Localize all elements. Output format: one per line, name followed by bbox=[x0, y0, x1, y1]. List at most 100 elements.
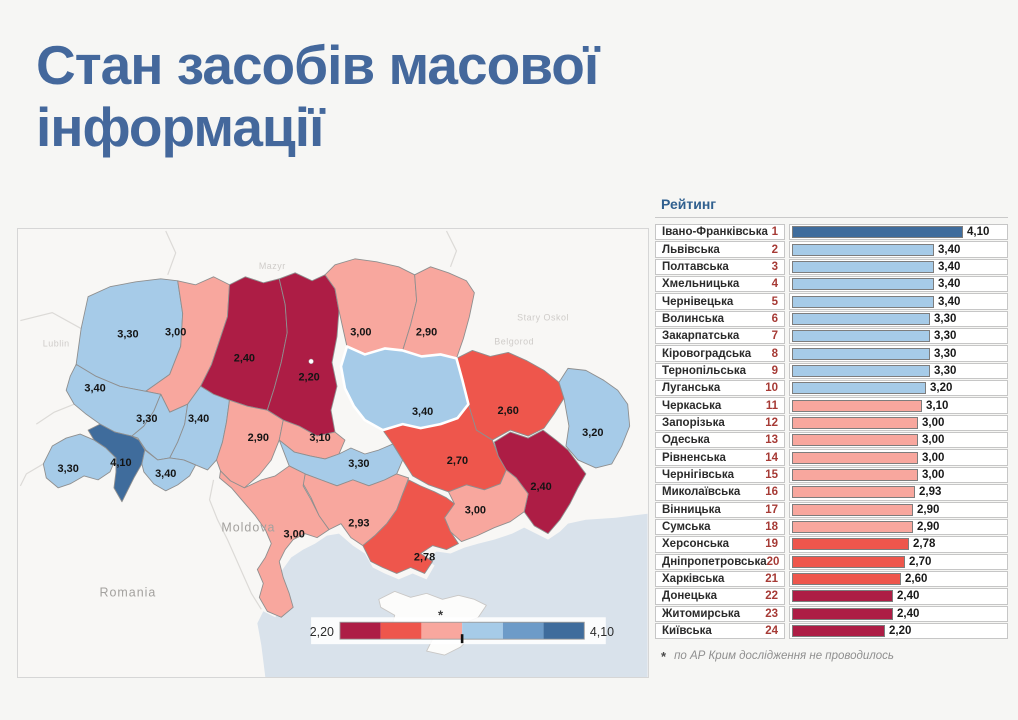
ranking-row: Харківська 21 2,60 bbox=[655, 570, 1008, 588]
region-rank: 4 bbox=[771, 278, 778, 291]
map-value-chernihiv: 3,00 bbox=[350, 327, 371, 339]
ranking-row-label-cell: Тернопільська 9 bbox=[655, 362, 785, 380]
region-rank: 17 bbox=[765, 503, 778, 516]
region-name: Вінницька bbox=[662, 503, 721, 516]
region-name: Тернопільська bbox=[662, 364, 746, 377]
ranking-row: Львівська 2 3,40 bbox=[655, 241, 1008, 258]
ranking-row-bar-cell: 3,30 bbox=[789, 362, 1008, 380]
legend-midpoint-tick bbox=[460, 634, 464, 644]
ranking-row-bar-cell: 2,70 bbox=[789, 553, 1008, 570]
map-value-luhansk: 3,20 bbox=[582, 427, 603, 439]
legend-swatch-salmon bbox=[421, 622, 463, 640]
ranking-row-label-cell: Київська 24 bbox=[655, 622, 785, 640]
ranking-row: Одеська 13 3,00 bbox=[655, 432, 1008, 449]
value-bar bbox=[792, 330, 930, 343]
value-label: 2,90 bbox=[917, 503, 940, 516]
map-value-sumy: 2,90 bbox=[416, 327, 437, 339]
map-value-vinnytsia: 2,90 bbox=[248, 432, 269, 444]
ranking-row-bar-cell: 2,93 bbox=[789, 484, 1008, 501]
legend-min-label: 2,20 bbox=[310, 625, 334, 639]
value-bar bbox=[792, 607, 893, 620]
region-sumska bbox=[402, 266, 475, 359]
poland-belarus-border bbox=[20, 311, 82, 330]
ranking-row-label-cell: Полтавська 3 bbox=[655, 258, 785, 276]
value-bar bbox=[792, 416, 918, 429]
value-label: 3,30 bbox=[934, 347, 957, 360]
value-bar bbox=[792, 486, 915, 499]
ranking-row-bar-cell: 3,40 bbox=[789, 258, 1008, 276]
region-khmelnytska bbox=[169, 385, 230, 471]
ranking-row-label-cell: Волинська 6 bbox=[655, 310, 785, 328]
ranking-row-bar-cell: 3,30 bbox=[789, 328, 1008, 345]
region-rank: 18 bbox=[765, 521, 778, 534]
map-value-lviv: 3,40 bbox=[84, 382, 105, 394]
map-value-ternopil: 3,30 bbox=[136, 413, 157, 425]
region-rank: 11 bbox=[765, 399, 778, 412]
map-value-kyiv: 2,20 bbox=[298, 371, 319, 383]
ranking-row: Закарпатська 7 3,30 bbox=[655, 328, 1008, 345]
map-value-zaporizhzhia: 3,00 bbox=[465, 505, 486, 517]
map-value-kherson: 2,78 bbox=[414, 552, 435, 564]
region-name: Черкаська bbox=[662, 399, 722, 412]
region-rank: 6 bbox=[771, 312, 778, 325]
ranking-row-bar-cell: 3,40 bbox=[789, 241, 1008, 258]
map-value-mykolaiv: 2,93 bbox=[348, 518, 369, 530]
ranking-row-bar-cell: 3,30 bbox=[789, 345, 1008, 362]
ranking-row-label-cell: Закарпатська 7 bbox=[655, 328, 785, 345]
map-legend: 2,20 4,10 bbox=[310, 617, 614, 645]
region-vinnytska bbox=[216, 399, 284, 489]
ranking-row: Сумська 18 2,90 bbox=[655, 518, 1008, 536]
ranking-row-label-cell: Луганська 10 bbox=[655, 380, 785, 397]
ranking-row-label-cell: Чернівецька 5 bbox=[655, 293, 785, 310]
ranking-row: Рівненська 14 3,00 bbox=[655, 449, 1008, 466]
region-name: Харківська bbox=[662, 573, 725, 586]
value-label: 3,00 bbox=[922, 434, 945, 447]
region-name: Львівська bbox=[662, 243, 720, 256]
value-bar bbox=[792, 538, 909, 551]
ranking-row: Дніпропетровська 20 2,70 bbox=[655, 553, 1008, 570]
ranking-row: Тернопільська 9 3,30 bbox=[655, 362, 1008, 380]
belgorod-label: Belgorod bbox=[494, 336, 534, 346]
region-rank: 8 bbox=[771, 347, 778, 360]
ranking-row: Миколаївська 16 2,93 bbox=[655, 484, 1008, 501]
map-value-poltava: 3,40 bbox=[412, 406, 433, 418]
value-label: 2,70 bbox=[909, 555, 932, 568]
value-label: 4,10 bbox=[967, 226, 990, 239]
region-name: Київська bbox=[662, 625, 712, 638]
ranking-row-bar-cell: 3,00 bbox=[789, 466, 1008, 484]
value-bar bbox=[792, 226, 963, 239]
ranking-row-bar-cell: 2,20 bbox=[789, 622, 1008, 640]
ranking-row-bar-cell: 2,90 bbox=[789, 501, 1008, 518]
ranking-row-bar-cell: 3,00 bbox=[789, 432, 1008, 449]
region-name: Чернівецька bbox=[662, 295, 734, 308]
region-name: Полтавська bbox=[662, 260, 729, 273]
ukraine-map: Lublin Mazyr Stary Oskol Belgorod bbox=[19, 230, 648, 677]
region-name: Житомирська bbox=[662, 607, 741, 620]
moldova-romania-border bbox=[208, 479, 262, 610]
value-label: 3,00 bbox=[922, 451, 945, 464]
ranking-row-bar-cell: 4,10 bbox=[789, 224, 1008, 241]
region-rank: 5 bbox=[771, 295, 778, 308]
footnote-marker: * bbox=[661, 649, 667, 665]
region-rank: 3 bbox=[771, 260, 778, 273]
value-bar bbox=[792, 555, 905, 568]
ranking-row: Вінницька 17 2,90 bbox=[655, 501, 1008, 518]
value-bar bbox=[792, 468, 918, 481]
value-bar bbox=[792, 521, 913, 534]
ranking-row: Хмельницька 4 3,40 bbox=[655, 276, 1008, 293]
region-name: Миколаївська bbox=[662, 486, 741, 499]
mazyr-label: Mazyr bbox=[259, 261, 286, 271]
ranking-row-label-cell: Чернігівська 15 bbox=[655, 466, 785, 484]
value-bar bbox=[792, 503, 913, 516]
value-label: 3,00 bbox=[922, 468, 945, 481]
region-odeska bbox=[219, 465, 330, 618]
ranking-row-label-cell: Одеська 13 bbox=[655, 432, 785, 449]
ranking-row: Полтавська 3 3,40 bbox=[655, 258, 1008, 276]
map-value-zhytomyr: 2,40 bbox=[234, 352, 255, 364]
map-panel: Lublin Mazyr Stary Oskol Belgorod bbox=[17, 228, 649, 678]
map-value-kharkiv: 2,60 bbox=[498, 405, 519, 417]
region-name: Рівненська bbox=[662, 451, 726, 464]
ranking-row: Житомирська 23 2,40 bbox=[655, 605, 1008, 622]
value-bar bbox=[792, 312, 930, 325]
value-bar bbox=[792, 590, 893, 603]
